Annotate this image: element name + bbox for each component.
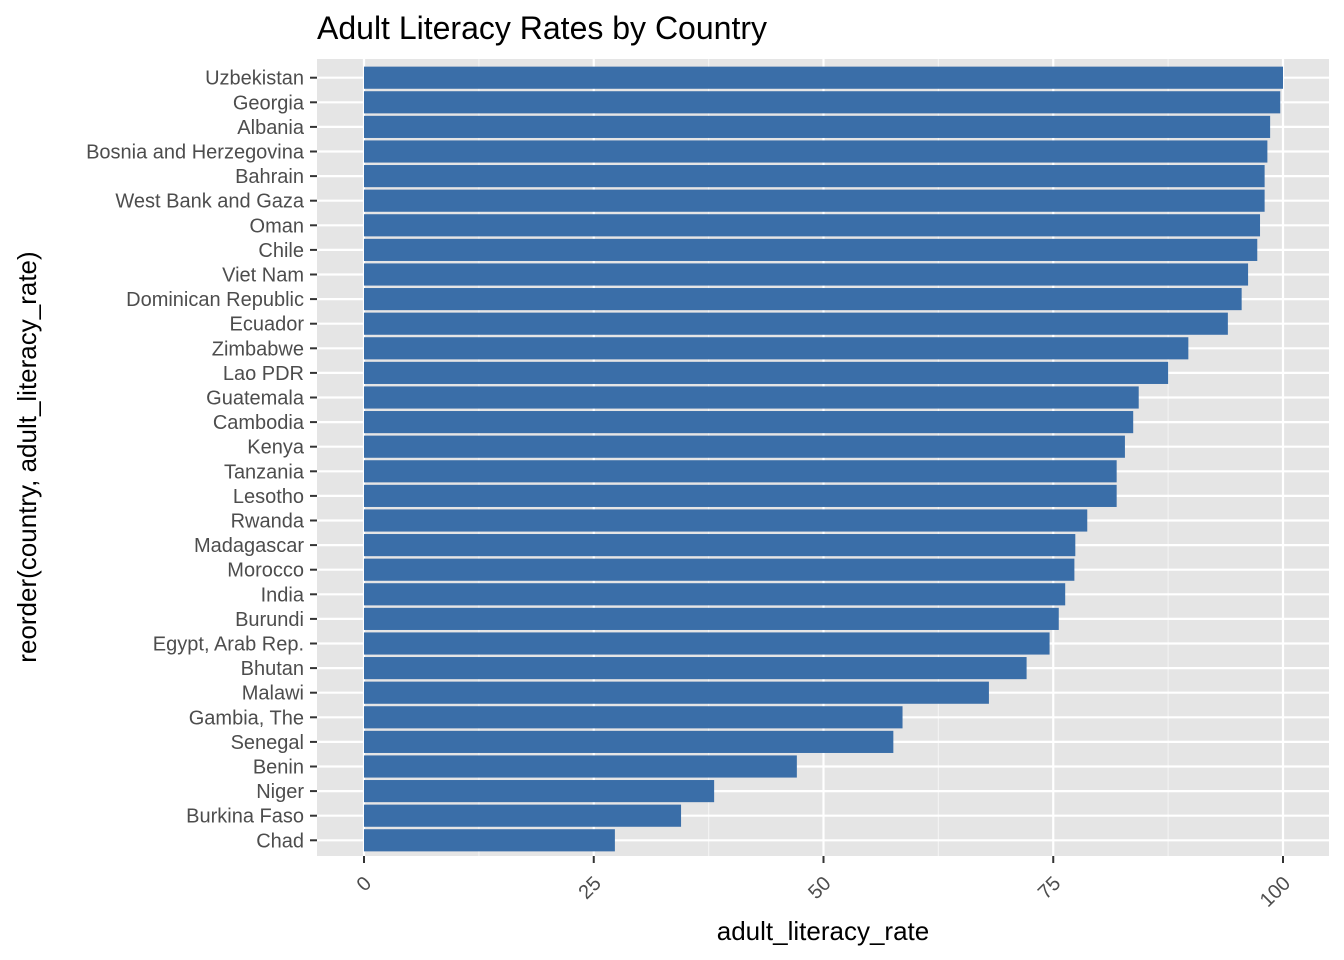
bar bbox=[364, 312, 1228, 335]
y-tick-label: Ecuador bbox=[230, 314, 305, 336]
bars bbox=[364, 66, 1283, 852]
bar bbox=[364, 435, 1125, 458]
bar bbox=[364, 189, 1265, 212]
y-tick-label: Burkina Faso bbox=[186, 806, 304, 828]
x-tick-label: 50 bbox=[804, 872, 835, 903]
bar bbox=[364, 730, 894, 753]
y-tick-label: Malawi bbox=[242, 683, 304, 705]
bar bbox=[364, 706, 903, 729]
y-tick-label: West Bank and Gaza bbox=[115, 191, 305, 213]
bar bbox=[364, 534, 1076, 557]
x-tick-label: 0 bbox=[353, 872, 376, 895]
bar bbox=[364, 165, 1265, 188]
y-tick-label: Bhutan bbox=[241, 658, 304, 680]
bar bbox=[364, 755, 797, 778]
bar bbox=[364, 804, 682, 827]
y-tick-label: Guatemala bbox=[206, 388, 305, 410]
y-tick-label: Tanzania bbox=[224, 461, 305, 483]
x-axis: 0 25 50 75 100 bbox=[353, 856, 1295, 912]
bar bbox=[364, 558, 1075, 581]
bar bbox=[364, 361, 1169, 384]
bar bbox=[364, 214, 1261, 237]
bar bbox=[364, 681, 989, 704]
y-tick-label: Albania bbox=[237, 117, 305, 139]
y-tick-label: Benin bbox=[253, 757, 304, 779]
bar bbox=[364, 780, 715, 803]
y-tick-label: Senegal bbox=[231, 732, 304, 754]
y-tick-label: India bbox=[261, 584, 305, 606]
y-tick-label: Lesotho bbox=[233, 486, 304, 508]
x-axis-title: adult_literacy_rate bbox=[717, 916, 929, 946]
bar bbox=[364, 484, 1117, 507]
bar bbox=[364, 115, 1271, 138]
bar bbox=[364, 583, 1066, 606]
y-tick-label: Georgia bbox=[233, 92, 305, 114]
y-tick-label: Lao PDR bbox=[223, 363, 304, 385]
bar bbox=[364, 829, 615, 852]
y-tick-label: Chile bbox=[258, 240, 304, 262]
y-tick-label: Burundi bbox=[235, 609, 304, 631]
y-tick-label: Bahrain bbox=[235, 166, 304, 188]
y-tick-label: Chad bbox=[256, 830, 304, 852]
y-tick-label: Cambodia bbox=[213, 412, 305, 434]
bar bbox=[364, 263, 1249, 286]
y-tick-label: Dominican Republic bbox=[126, 289, 304, 311]
x-tick-label: 75 bbox=[1034, 872, 1065, 903]
bar bbox=[364, 460, 1117, 483]
y-tick-label: Morocco bbox=[227, 560, 304, 582]
x-tick-label: 25 bbox=[574, 872, 605, 903]
bar bbox=[364, 337, 1189, 360]
bar bbox=[364, 140, 1268, 163]
bar bbox=[364, 411, 1134, 434]
y-tick-label: Viet Nam bbox=[222, 265, 304, 287]
y-tick-label: Egypt, Arab Rep. bbox=[153, 634, 304, 656]
bar bbox=[364, 607, 1059, 630]
bar bbox=[364, 238, 1258, 261]
x-tick-label: 100 bbox=[1256, 872, 1295, 911]
bar bbox=[364, 91, 1281, 114]
bar bbox=[364, 632, 1050, 655]
y-tick-label: Uzbekistan bbox=[205, 68, 304, 90]
y-tick-label: Kenya bbox=[247, 437, 305, 459]
bar bbox=[364, 509, 1088, 532]
bar bbox=[364, 657, 1027, 680]
bar bbox=[364, 66, 1283, 89]
y-tick-label: Niger bbox=[256, 781, 304, 803]
y-tick-label: Rwanda bbox=[231, 511, 305, 533]
y-tick-label: Bosnia and Herzegovina bbox=[86, 142, 305, 164]
y-axis-title: reorder(country, adult_literacy_rate) bbox=[12, 251, 42, 662]
chart-title: Adult Literacy Rates by Country bbox=[317, 10, 767, 46]
y-tick-label: Gambia, The bbox=[189, 707, 304, 729]
y-tick-label: Oman bbox=[250, 215, 304, 237]
y-tick-label: Zimbabwe bbox=[212, 338, 304, 360]
y-tick-label: Madagascar bbox=[194, 535, 304, 557]
bar bbox=[364, 386, 1139, 409]
bar bbox=[364, 288, 1242, 311]
